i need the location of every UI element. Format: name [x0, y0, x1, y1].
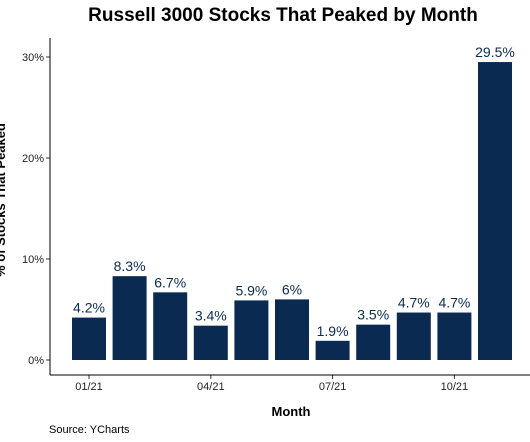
bar	[396, 312, 431, 360]
x-tick-label: 07/21	[319, 381, 347, 393]
bar	[234, 300, 269, 360]
x-axis-title: Month	[272, 404, 311, 419]
data-label: 6%	[282, 281, 302, 297]
bar	[478, 62, 512, 361]
source-note: Source: YCharts	[49, 424, 130, 436]
data-label: 4.2%	[73, 300, 105, 316]
data-label: 6.7%	[154, 274, 186, 290]
data-label: 5.9%	[235, 282, 267, 298]
plot-area: 0% 10% 20% 30% 4.2% 8.3% 6.7% 3.4% 5.9% 6% 1.9% 3.5…	[22, 44, 515, 393]
data-label: 1.9%	[317, 323, 349, 339]
y-tick-label: 30%	[22, 52, 44, 64]
data-label: 3.5%	[357, 307, 389, 323]
bar	[193, 325, 228, 360]
y-tick-label: 20%	[22, 153, 44, 165]
bar	[437, 312, 472, 360]
data-label: 4.7%	[398, 295, 430, 311]
bar	[153, 292, 188, 360]
x-tick-label: 01/21	[75, 381, 103, 393]
data-label: 8.3%	[114, 258, 146, 274]
x-tick-label: 10/21	[441, 381, 469, 393]
bar	[356, 324, 391, 360]
chart-title: Russell 3000 Stocks That Peaked by Month	[88, 5, 478, 26]
bar	[275, 299, 309, 360]
bar	[315, 340, 350, 360]
x-tick-label: 04/21	[197, 381, 225, 393]
bar	[72, 317, 106, 360]
data-label: 3.4%	[195, 308, 227, 324]
y-tick-label: 10%	[22, 254, 44, 266]
y-tick-label: 0%	[28, 355, 44, 367]
bar	[112, 276, 147, 360]
data-label: 29.5%	[475, 44, 515, 60]
y-axis-title: % of Stocks That Peaked	[0, 123, 8, 277]
data-label: 4.7%	[438, 295, 470, 311]
